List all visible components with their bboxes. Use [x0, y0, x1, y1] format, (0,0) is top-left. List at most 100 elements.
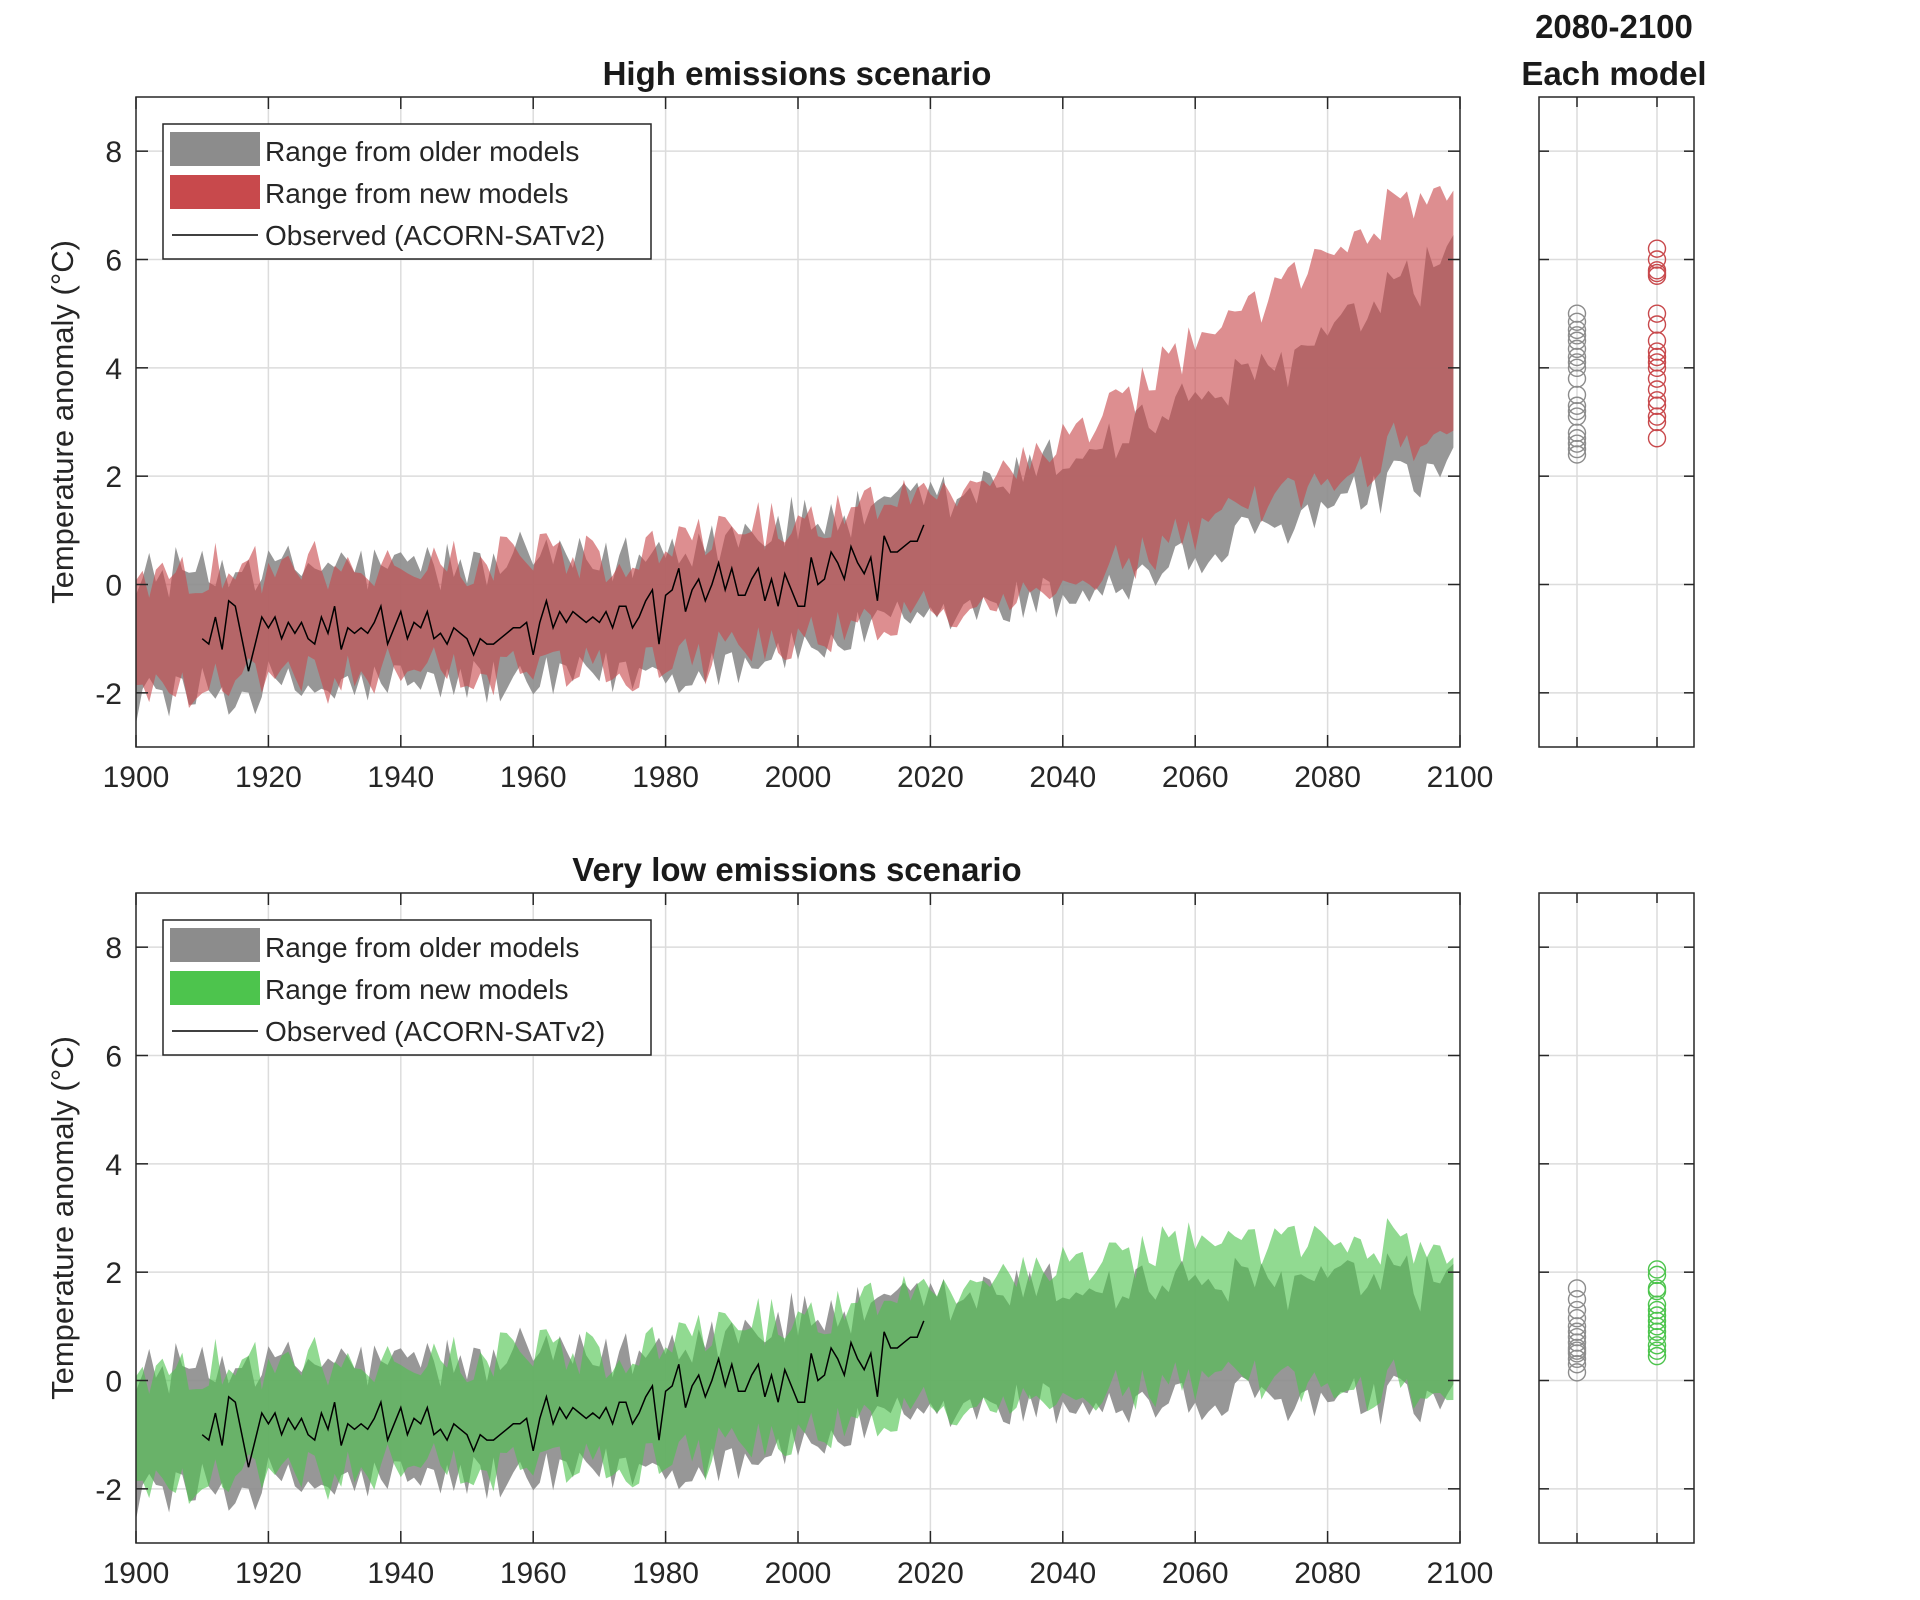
x-tick-label: 1980 — [632, 1557, 699, 1590]
new-model-point — [1647, 353, 1667, 372]
low-bands — [136, 1218, 1454, 1520]
new-model-point — [1647, 412, 1667, 432]
high-legend-observed-label: Observed (ACORN-SATv2) — [265, 220, 605, 251]
older-model-point — [1567, 1309, 1587, 1328]
x-tick-label: 2020 — [897, 761, 964, 794]
older-model-point — [1567, 304, 1587, 323]
x-tick-label: 2060 — [1162, 1557, 1229, 1590]
new-model-point — [1647, 391, 1667, 410]
older-model-point — [1567, 401, 1587, 421]
x-tick-label: 1940 — [367, 1557, 434, 1590]
high-ticks: 1900 1920 1940 1960 1980 2000 2020 2040 2060 2080… — [95, 97, 1493, 794]
high-legend: Range from older models Range from new m… — [162, 123, 652, 260]
x-tick-label: 2080 — [1294, 1557, 1361, 1590]
new-model-point — [1647, 1346, 1667, 1366]
y-tick-label: 0 — [105, 1366, 122, 1399]
x-tick-label: 1960 — [500, 761, 567, 794]
x-tick-label: 2100 — [1427, 1557, 1494, 1590]
y-tick-label: 0 — [105, 570, 122, 603]
older-model-point — [1567, 429, 1587, 448]
new-model-point — [1647, 266, 1667, 285]
older-model-point — [1567, 1317, 1587, 1336]
each-model-title-line2: Each model — [1521, 55, 1706, 92]
older-model-point — [1567, 1333, 1587, 1352]
low-legend-new-swatch — [170, 971, 260, 1005]
y-tick-label: 4 — [105, 353, 122, 386]
new-model-point — [1647, 1317, 1667, 1336]
x-tick-label: 2100 — [1427, 761, 1494, 794]
y-tick-label: 6 — [105, 1041, 122, 1074]
low-legend-older-label: Range from older models — [265, 932, 579, 963]
x-tick-label: 2020 — [897, 1557, 964, 1590]
older-model-point — [1567, 353, 1587, 372]
low-legend-new-label: Range from new models — [265, 974, 568, 1005]
low-emissions-title: Very low emissions scenario — [572, 851, 1021, 888]
low-observed-line — [201, 1320, 925, 1468]
new-model-point — [1647, 407, 1667, 426]
high-each-axes-frame — [1538, 96, 1695, 748]
new-model-point — [1647, 429, 1667, 448]
high-legend-older-label: Range from older models — [265, 136, 579, 167]
older-model-point — [1567, 445, 1587, 464]
older-model-point — [1567, 347, 1587, 367]
new-model-point — [1647, 396, 1667, 415]
x-tick-label: 2040 — [1029, 1557, 1096, 1590]
older-model-point — [1567, 358, 1587, 378]
new-model-point — [1647, 1281, 1667, 1301]
older-model-point — [1567, 1355, 1587, 1374]
older-model-point — [1567, 423, 1587, 443]
older-model-point — [1567, 385, 1587, 405]
high-legend-new-label: Range from new models — [265, 178, 568, 209]
low-each-ticks — [1539, 893, 1694, 1543]
y-tick-label: 8 — [105, 932, 122, 965]
new-model-point — [1647, 1260, 1667, 1279]
older-model-point — [1567, 331, 1587, 350]
older-model-point — [1567, 1290, 1587, 1309]
high-each-gridlines — [1539, 97, 1694, 747]
high-legend-new-swatch — [170, 175, 260, 209]
high-each-ticks — [1539, 97, 1694, 747]
high-each-points — [1567, 239, 1667, 464]
y-tick-label: 8 — [105, 136, 122, 169]
new-model-point — [1647, 1306, 1667, 1325]
x-tick-label: 1940 — [367, 761, 434, 794]
new-model-point — [1647, 1295, 1667, 1314]
low-each-gridlines — [1539, 893, 1694, 1543]
older-model-point — [1567, 1300, 1587, 1320]
y-tick-label: -2 — [95, 1474, 122, 1507]
x-tick-label: 1960 — [500, 1557, 567, 1590]
new-models-range-band — [136, 1218, 1454, 1504]
x-tick-label: 1980 — [632, 761, 699, 794]
high-emissions-title: High emissions scenario — [603, 55, 992, 92]
older-model-point — [1567, 439, 1587, 459]
older-model-point — [1567, 1279, 1587, 1298]
high-each-model-panel: 2080-2100 Each model — [1521, 8, 1707, 748]
older-model-point — [1567, 396, 1587, 415]
new-model-point — [1647, 342, 1667, 361]
new-model-point — [1647, 1300, 1667, 1320]
low-legend: Range from older models Range from new m… — [162, 919, 652, 1056]
older-model-point — [1567, 434, 1587, 453]
low-y-axis-label: Temperature anomaly (°C) — [45, 1036, 80, 1400]
x-tick-label: 1900 — [103, 1557, 170, 1590]
low-each-axes-frame — [1538, 892, 1695, 1544]
high-y-axis-label: Temperature anomaly (°C) — [45, 240, 80, 604]
y-tick-label: 2 — [105, 1257, 122, 1290]
each-model-title-line1: 2080-2100 — [1535, 8, 1693, 45]
new-model-point — [1647, 1336, 1667, 1355]
new-model-point — [1647, 380, 1667, 399]
x-tick-label: 2000 — [765, 761, 832, 794]
new-model-point — [1647, 250, 1667, 269]
new-model-point — [1647, 1322, 1667, 1341]
new-model-point — [1647, 358, 1667, 378]
new-model-point — [1647, 239, 1667, 258]
new-model-point — [1647, 1265, 1667, 1285]
high-observed-line — [201, 524, 925, 672]
x-tick-label: 2060 — [1162, 761, 1229, 794]
y-tick-label: 4 — [105, 1149, 122, 1182]
older-model-point — [1567, 320, 1587, 340]
new-model-point — [1647, 331, 1667, 350]
older-model-point — [1567, 1363, 1587, 1382]
new-models-range-band — [136, 186, 1454, 708]
